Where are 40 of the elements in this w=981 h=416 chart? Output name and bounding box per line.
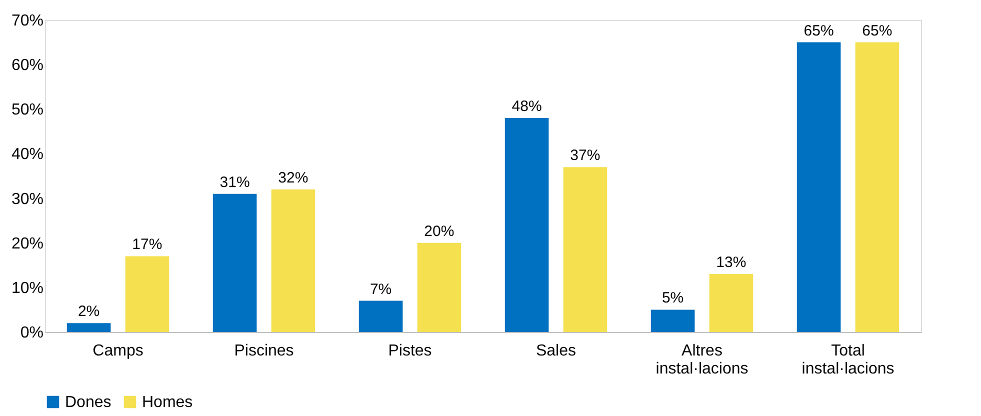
bar <box>417 242 462 332</box>
y-tick-label: 70% <box>11 12 44 30</box>
data-label: 2% <box>78 303 100 320</box>
y-tick-label: 0% <box>20 324 44 342</box>
y-tick-label: 50% <box>11 102 44 119</box>
bar <box>563 167 608 332</box>
data-label: 7% <box>370 280 392 298</box>
bar <box>125 256 170 332</box>
bar <box>709 274 754 332</box>
data-label: 65% <box>862 22 892 40</box>
data-label: 37% <box>570 147 600 164</box>
data-label: 32% <box>278 169 308 186</box>
bar <box>66 323 111 332</box>
x-tick-label: Piscines <box>234 342 294 360</box>
data-label: 13% <box>716 254 746 272</box>
bar <box>271 189 316 332</box>
x-tick-label: Pistes <box>388 342 432 360</box>
x-tick-label: Sales <box>536 342 576 360</box>
y-tick-label: 30% <box>11 190 44 208</box>
bar <box>212 194 257 332</box>
bar <box>855 42 900 332</box>
data-label: 17% <box>132 236 162 254</box>
data-label: 65% <box>804 22 834 40</box>
data-label: 48% <box>512 98 542 116</box>
data-label: 31% <box>220 174 250 191</box>
bar <box>796 42 841 332</box>
y-tick-label: 60% <box>11 57 44 74</box>
x-tick-label: Altres instal·lacions <box>656 342 748 378</box>
x-tick-label: Camps <box>92 342 144 360</box>
bar <box>650 310 695 332</box>
data-label: 5% <box>662 290 684 307</box>
y-tick-label: 40% <box>11 146 44 164</box>
x-tick-label: Total instal·lacions <box>802 342 894 378</box>
data-label: 20% <box>424 222 454 240</box>
y-tick-label: 20% <box>11 235 44 252</box>
y-tick-label: 10% <box>11 280 44 297</box>
legend-label: Homes <box>142 394 193 411</box>
bar <box>504 118 549 332</box>
legend-label: Dones <box>65 394 112 411</box>
bar <box>358 300 403 332</box>
